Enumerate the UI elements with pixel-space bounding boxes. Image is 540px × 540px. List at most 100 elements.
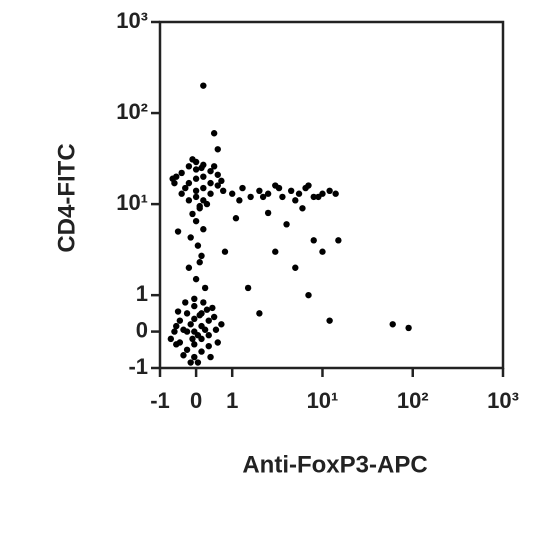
event-dot [183,310,191,317]
event-dot [201,284,209,292]
event-dot [173,322,180,330]
event-dot [264,209,272,217]
x-tick-label: 10¹ [307,388,339,413]
event-dot [189,335,196,343]
event-dot [198,252,205,260]
event-dot [192,187,200,194]
event-dot [192,193,200,201]
event-dot [205,342,212,350]
event-dot [209,304,216,312]
event-dot [200,184,207,192]
event-dot [319,248,326,255]
event-dot [256,310,263,317]
event-dot [192,166,200,173]
event-dot [326,187,333,194]
event-dot [295,190,303,197]
event-dot [191,341,198,348]
event-dot [205,317,212,324]
y-tick-label: 1 [136,281,148,306]
event-dot [200,82,207,89]
event-dot [221,248,229,255]
event-dot [185,264,193,271]
event-dot [229,190,236,197]
event-dot [214,146,221,153]
event-dot [191,302,198,310]
event-dot [196,311,203,319]
event-dot [210,130,218,137]
y-tick-label: 0 [136,317,148,342]
event-dot [194,359,202,366]
y-tick-label: 10³ [116,8,148,33]
x-tick-label: 0 [190,388,202,413]
event-dot [232,215,240,222]
event-dot [305,291,312,299]
event-dot [174,308,182,315]
event-dot [194,332,202,339]
event-dot [198,348,205,355]
y-axis-title: CD4-FITC [53,143,80,252]
x-axis-title: Anti-FoxP3-APC [242,451,427,478]
event-dot [185,179,193,187]
event-dot [178,169,185,177]
event-dot [310,193,317,201]
event-dot [167,335,175,343]
event-dot [214,182,221,189]
event-dot [292,197,299,204]
event-dot [207,353,214,361]
plot-frame [158,20,505,370]
event-dot [247,193,254,201]
event-dot [264,190,272,197]
event-dot [182,299,189,306]
event-dot [205,332,212,339]
event-dot [310,237,317,244]
event-dot [192,175,200,182]
event-dot [283,221,290,228]
event-dot [191,295,198,302]
event-dot [174,228,182,235]
event-dot [212,326,220,333]
event-dot [182,184,189,192]
event-dot [210,163,218,170]
event-dot [214,171,221,178]
event-dot [279,193,286,201]
event-dot [180,326,187,333]
event-dot [315,193,322,201]
y-tick-label: 10² [116,99,148,124]
event-dot [332,190,339,197]
event-dot [189,156,196,163]
event-dot [207,167,214,175]
x-tick-label: 10³ [487,388,519,413]
event-dot [256,187,263,194]
event-dot [200,299,207,306]
event-dot [219,187,227,194]
event-dot [173,341,180,348]
event-dot [200,173,207,180]
x-tick-label: 10² [397,388,429,413]
event-dot [236,197,243,204]
event-dot [200,226,207,233]
event-dot [218,177,225,185]
event-dot [183,346,191,353]
event-dot [180,352,187,359]
event-dot [203,200,211,208]
event-dot [389,321,396,328]
event-dot [169,175,176,182]
event-dot [299,205,306,212]
event-dot [196,259,203,266]
event-dot [185,197,193,204]
event-dot [189,210,196,218]
event-dot [198,164,205,172]
event-dot [259,193,267,201]
x-tick-label: 1 [226,388,238,413]
event-dot [275,184,283,192]
event-dot [191,353,198,361]
event-dot [178,190,185,197]
event-dot [292,264,299,271]
event-dot [405,324,412,332]
event-dot [196,205,203,212]
event-dot [203,306,211,313]
event-dot [194,242,202,249]
event-dot [185,163,193,170]
event-dot [335,237,342,244]
